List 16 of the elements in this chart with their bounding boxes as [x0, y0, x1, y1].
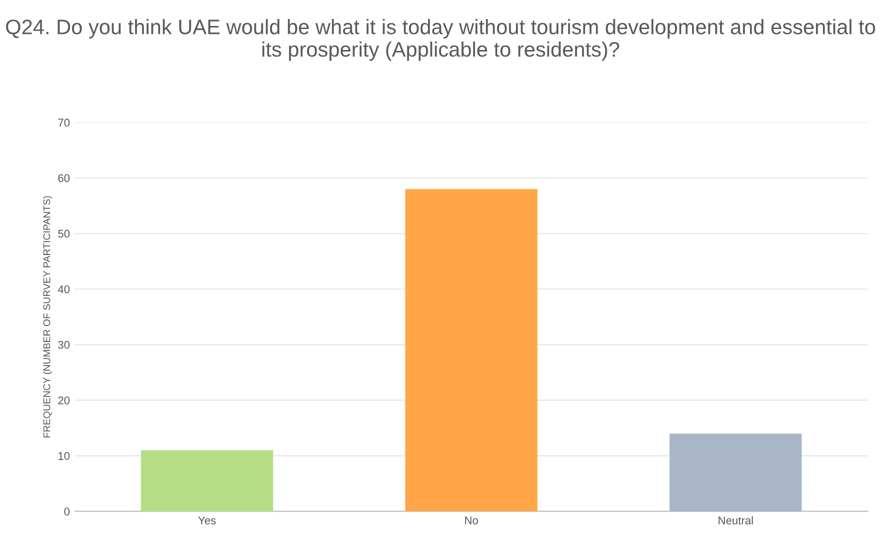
y-tick-label: 70: [58, 118, 70, 127]
y-tick-label: 50: [58, 230, 70, 238]
y-axis-title: FREQUENCY (NUMBER OF SURVEY PARTICIPANTS): [43, 196, 52, 438]
y-tick-label: 20: [58, 396, 70, 404]
bar: [670, 434, 802, 512]
y-tick-label: 30: [58, 340, 70, 349]
y-tick-label: 60: [58, 174, 70, 182]
y-tick-label: 40: [58, 285, 70, 294]
x-tick-label: No: [465, 516, 478, 524]
y-tick-label: 10: [58, 452, 70, 460]
y-tick-label: 0: [64, 508, 70, 516]
bar: [140, 450, 274, 512]
x-tick-label: Neutral: [718, 516, 753, 524]
bar: [405, 189, 538, 512]
chart-title: Q24. Do you think UAE would be what it is today without tourism development and essential to its prosperity (Applicable to residents)?: [6, 19, 876, 61]
x-tick-label: Yes: [198, 516, 216, 524]
